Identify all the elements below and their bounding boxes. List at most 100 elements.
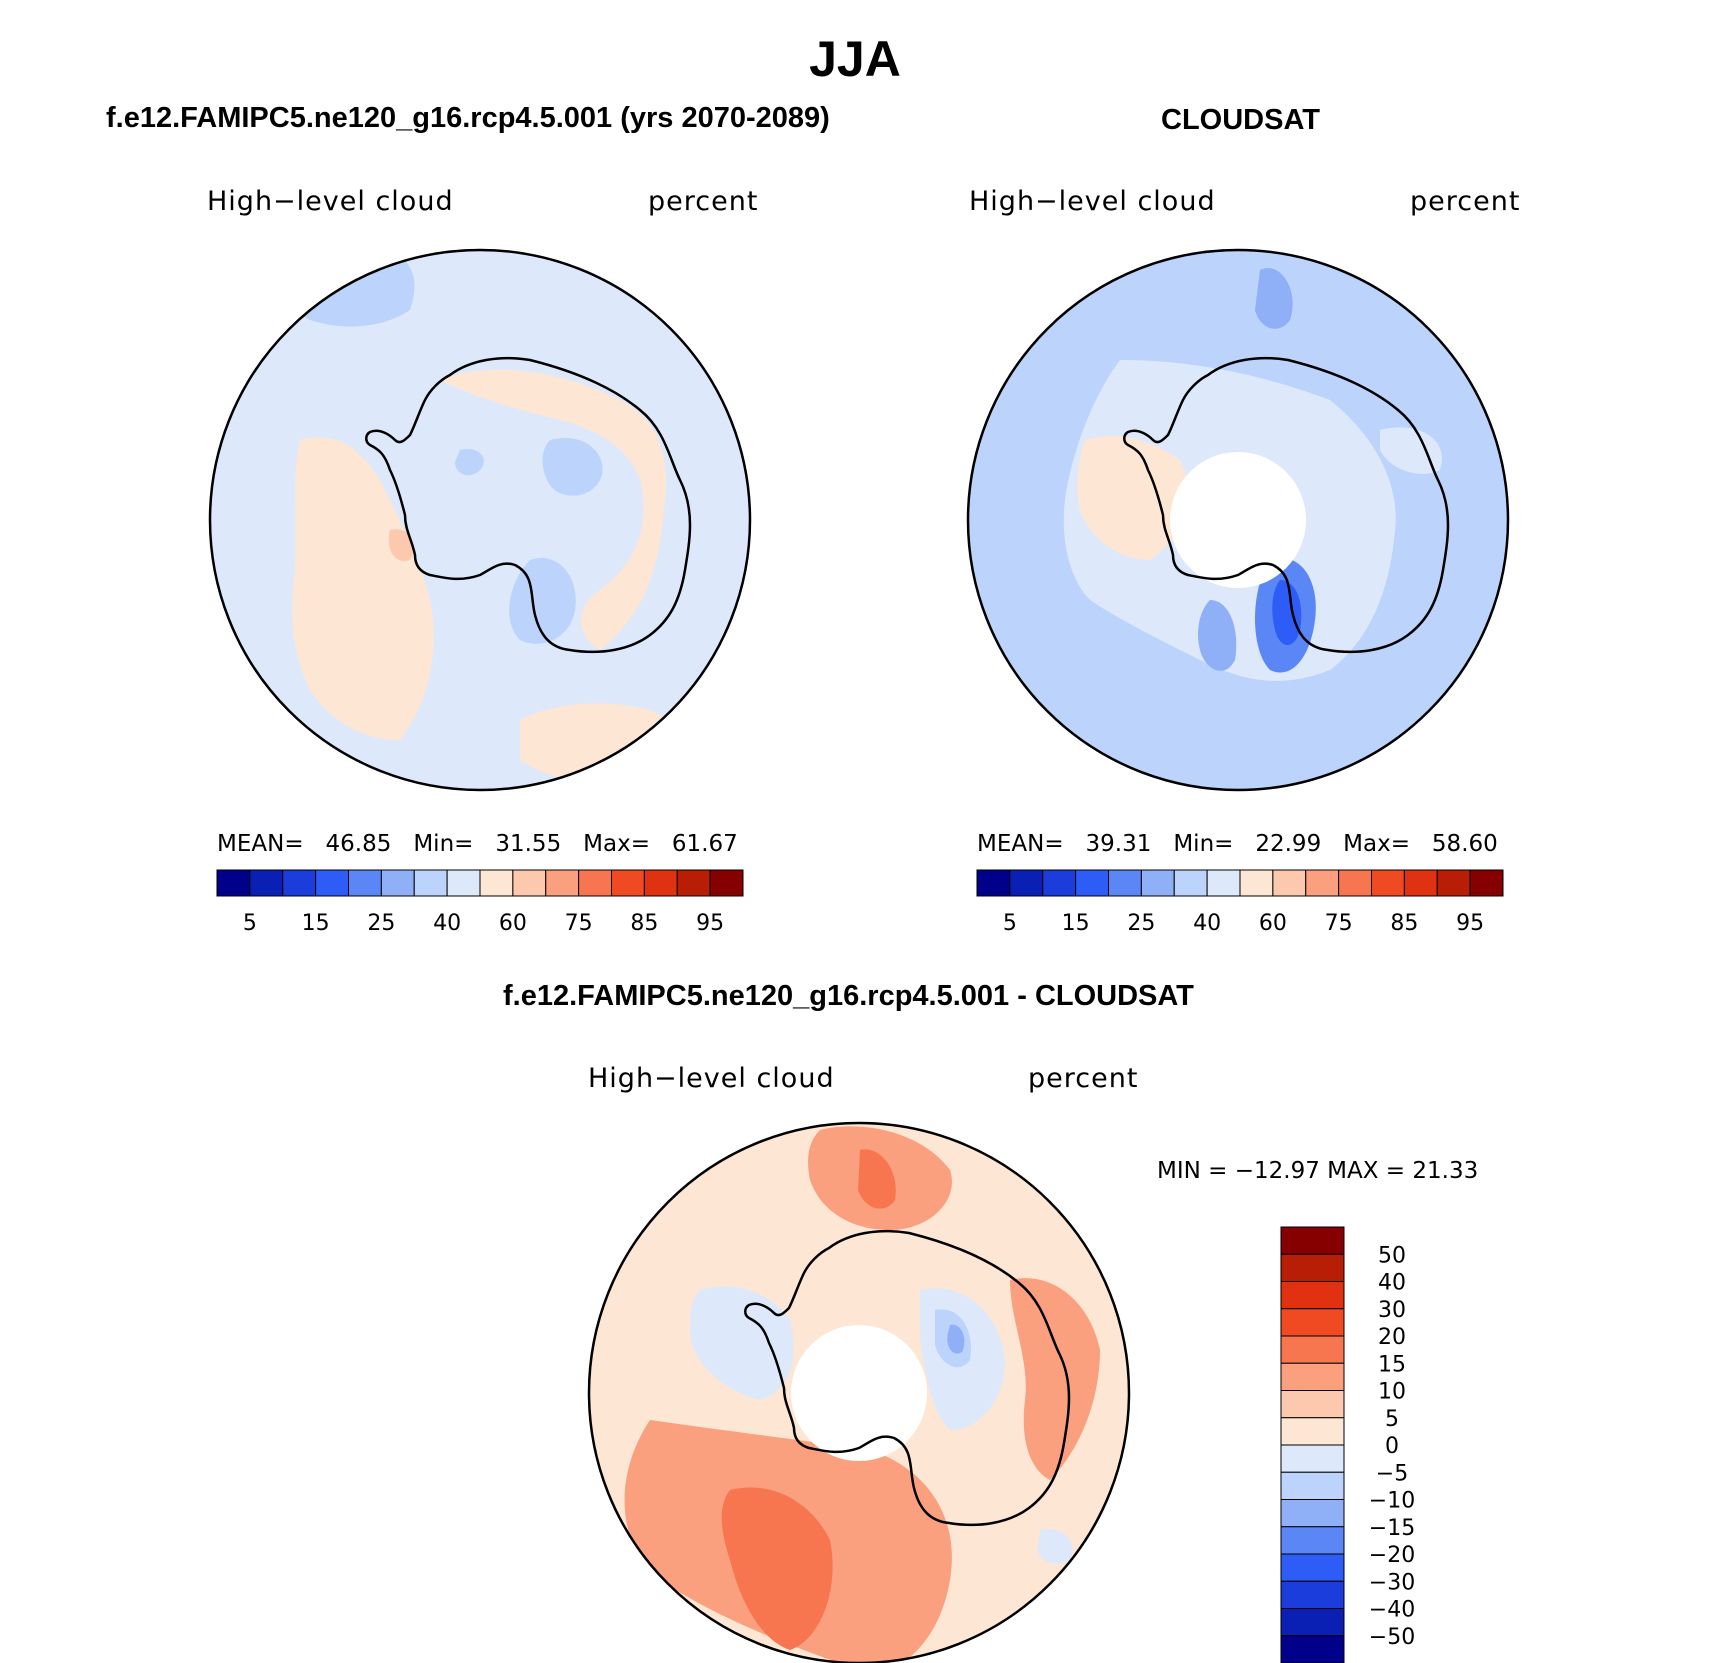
colorbar-swatch [216, 869, 251, 897]
colorbar-swatch [1239, 869, 1274, 897]
map-panel-3 [587, 1121, 1131, 1663]
colorbar-swatch [348, 869, 382, 897]
colorbar-tick-label: 5 [1003, 911, 1017, 936]
panel-1-field-label: High−level cloud [207, 186, 454, 217]
colorbar-tick-label: 85 [630, 911, 658, 936]
colorbar-tick-label: 15 [1378, 1352, 1406, 1377]
colorbar-swatch [1280, 1417, 1345, 1446]
colorbar-swatch [1371, 869, 1405, 897]
mean-value: 46.85 [325, 831, 392, 857]
map-panel-2 [966, 248, 1510, 792]
max-label: Max= [1343, 831, 1410, 857]
panel-2-title: CLOUDSAT [1161, 104, 1320, 136]
colorbar-tick-label: −20 [1369, 1543, 1415, 1568]
max-value: 58.60 [1431, 831, 1498, 857]
min-label: Min= [413, 831, 474, 857]
colorbar-tick-label: 30 [1378, 1298, 1406, 1323]
colorbar-tick-label: 95 [1456, 911, 1484, 936]
colorbar-panel-1: 5 15 25 40 60 75 85 95 [216, 869, 744, 936]
map-1-border [208, 248, 752, 792]
colorbar-swatch [976, 869, 1011, 897]
min-label: Min= [1173, 831, 1234, 857]
colorbar-swatch [1140, 869, 1175, 897]
colorbar-tick-label: −50 [1369, 1625, 1415, 1650]
colorbar-swatch [1280, 1362, 1345, 1391]
colorbar-tick-label: 95 [696, 911, 724, 936]
map-2-border [966, 248, 1510, 792]
colorbar-swatch [643, 869, 678, 897]
colorbar-tick-label: 40 [1193, 911, 1221, 936]
colorbar-tick-label: 75 [565, 911, 593, 936]
panel-3-units-label: percent [1028, 1063, 1139, 1094]
colorbar-panel-2: 5 15 25 40 60 75 85 95 [976, 869, 1504, 936]
colorbar-tick-label: 60 [499, 911, 527, 936]
colorbar-swatch [1280, 1471, 1345, 1500]
colorbar-tick-label: 50 [1378, 1243, 1406, 1268]
mean-label: MEAN= [217, 831, 304, 857]
panel-3-title: f.e12.FAMIPC5.ne120_g16.rcp4.5.001 - CLO… [503, 980, 1194, 1012]
colorbar-swatch [1280, 1553, 1345, 1582]
colorbar-tick-label: 40 [433, 911, 461, 936]
colorbar-swatch [1272, 869, 1307, 897]
panel-2-stats: MEAN= 39.31 Min= 22.99 Max= 58.60 [977, 831, 1498, 857]
colorbar-tick-label: −15 [1369, 1516, 1415, 1541]
colorbar-swatch [545, 869, 580, 897]
colorbar-swatch [1305, 869, 1340, 897]
max-value: 61.67 [671, 831, 738, 857]
colorbar-swatch [1280, 1580, 1345, 1609]
colorbar-swatch [1173, 869, 1208, 897]
colorbar-tick-label: 10 [1378, 1380, 1406, 1405]
colorbar-tick-label: 25 [367, 911, 395, 936]
panel-2-field-label: High−level cloud [969, 186, 1216, 217]
colorbar-swatch [1280, 1281, 1345, 1310]
colorbar-swatch [380, 869, 415, 897]
colorbar-tick-label: −5 [1376, 1461, 1408, 1486]
map-2-pole-hole [1170, 452, 1306, 588]
max-label: Max= [583, 831, 650, 857]
colorbar-swatch [1280, 1253, 1345, 1282]
colorbar-tick-label: 85 [1390, 911, 1418, 936]
colorbar-swatch [1280, 1308, 1345, 1337]
colorbar-swatch [1108, 869, 1142, 897]
colorbar-swatch [1206, 869, 1241, 897]
colorbar-tick-label: −40 [1369, 1598, 1415, 1623]
colorbar-swatch [1075, 869, 1109, 897]
colorbar-swatch [709, 869, 744, 897]
colorbar-swatch [1280, 1608, 1345, 1637]
colorbar-tick-label: 5 [1385, 1407, 1399, 1432]
colorbar-swatch [611, 869, 645, 897]
panel-1-title: f.e12.FAMIPC5.ne120_g16.rcp4.5.001 (yrs … [106, 102, 830, 134]
colorbar-swatch [479, 869, 514, 897]
colorbar-swatch [1280, 1390, 1345, 1419]
colorbar-swatch [1280, 1526, 1345, 1555]
map-panel-1 [208, 248, 752, 792]
colorbar-tick-label: −30 [1369, 1570, 1415, 1595]
colorbar-tick-label: 60 [1259, 911, 1287, 936]
colorbar-swatch [578, 869, 612, 897]
colorbar-swatch [282, 869, 317, 897]
colorbar-swatch [1403, 869, 1438, 897]
colorbar-tick-label: 15 [302, 911, 330, 936]
colorbar-swatch [1280, 1335, 1345, 1364]
main-title: JJA [809, 31, 901, 87]
colorbar-tick-label: 20 [1378, 1325, 1406, 1350]
colorbar-swatch [1009, 869, 1044, 897]
mean-label: MEAN= [977, 831, 1064, 857]
colorbar-swatch [1280, 1226, 1345, 1255]
map-3-pole-hole [791, 1325, 927, 1461]
panel-1-units-label: percent [648, 186, 759, 217]
colorbar-swatch [1469, 869, 1504, 897]
colorbar-swatch [413, 869, 448, 897]
min-value: 31.55 [495, 831, 562, 857]
colorbar-swatch [1280, 1444, 1345, 1473]
colorbar-tick-label: 25 [1127, 911, 1155, 936]
colorbar-tick-label: 0 [1385, 1434, 1399, 1459]
colorbar-swatch [1280, 1635, 1345, 1663]
mean-value: 39.31 [1085, 831, 1152, 857]
colorbar-tick-label: 5 [243, 911, 257, 936]
colorbar-swatch [1436, 869, 1471, 897]
colorbar-tick-label: 40 [1378, 1271, 1406, 1296]
colorbar-swatch [249, 869, 284, 897]
